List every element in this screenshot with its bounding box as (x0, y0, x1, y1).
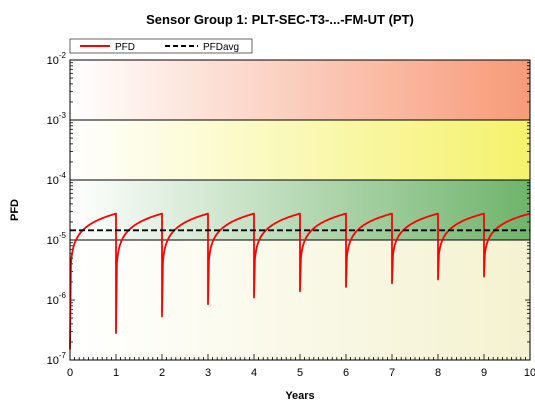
legend-box (69, 38, 253, 54)
x-tick-label: 3 (205, 367, 211, 379)
plot-frame (69, 59, 531, 361)
series-group (69, 212, 531, 350)
legend: PFD PFDavg (69, 38, 253, 54)
x-tick-label: 10 (524, 367, 535, 379)
y-tick-label: 10-2 (47, 51, 67, 67)
y-tick-label: 10-5 (47, 231, 67, 247)
x-tick-label: 6 (343, 367, 349, 379)
background-bands (70, 60, 530, 360)
legend-pfd-label: PFD (115, 42, 135, 53)
legend-pfdavg-label: PFDavg (203, 42, 239, 53)
y-tick-labels: 10-2 10-3 10-4 10-5 10-6 10-7 (47, 51, 67, 367)
x-tick-label: 0 (67, 367, 73, 379)
x-axis-label: Years (285, 390, 314, 401)
x-tick-label: 5 (297, 367, 303, 379)
x-tick-label: 7 (389, 367, 395, 379)
x-tick-label: 1 (113, 367, 119, 379)
y-tick-label: 10-7 (47, 351, 67, 367)
x-tick-label: 8 (435, 367, 441, 379)
background-band (70, 120, 530, 180)
y-tick-label: 10-3 (47, 111, 67, 127)
x-tick-label: 4 (251, 367, 257, 379)
background-band (70, 60, 530, 120)
y-tick-label: 10-6 (47, 291, 67, 307)
x-tick-label: 2 (159, 367, 165, 379)
x-tick-label: 9 (481, 367, 487, 379)
pfd-line (69, 212, 531, 350)
y-axis-label: PFD (9, 199, 21, 221)
x-tick-labels: 0 1 2 3 4 5 6 7 8 9 10 (67, 367, 535, 379)
chart-title: Sensor Group 1: PLT-SEC-T3-...-FM-UT (PT… (146, 12, 414, 27)
y-tick-label: 10-4 (47, 171, 67, 187)
